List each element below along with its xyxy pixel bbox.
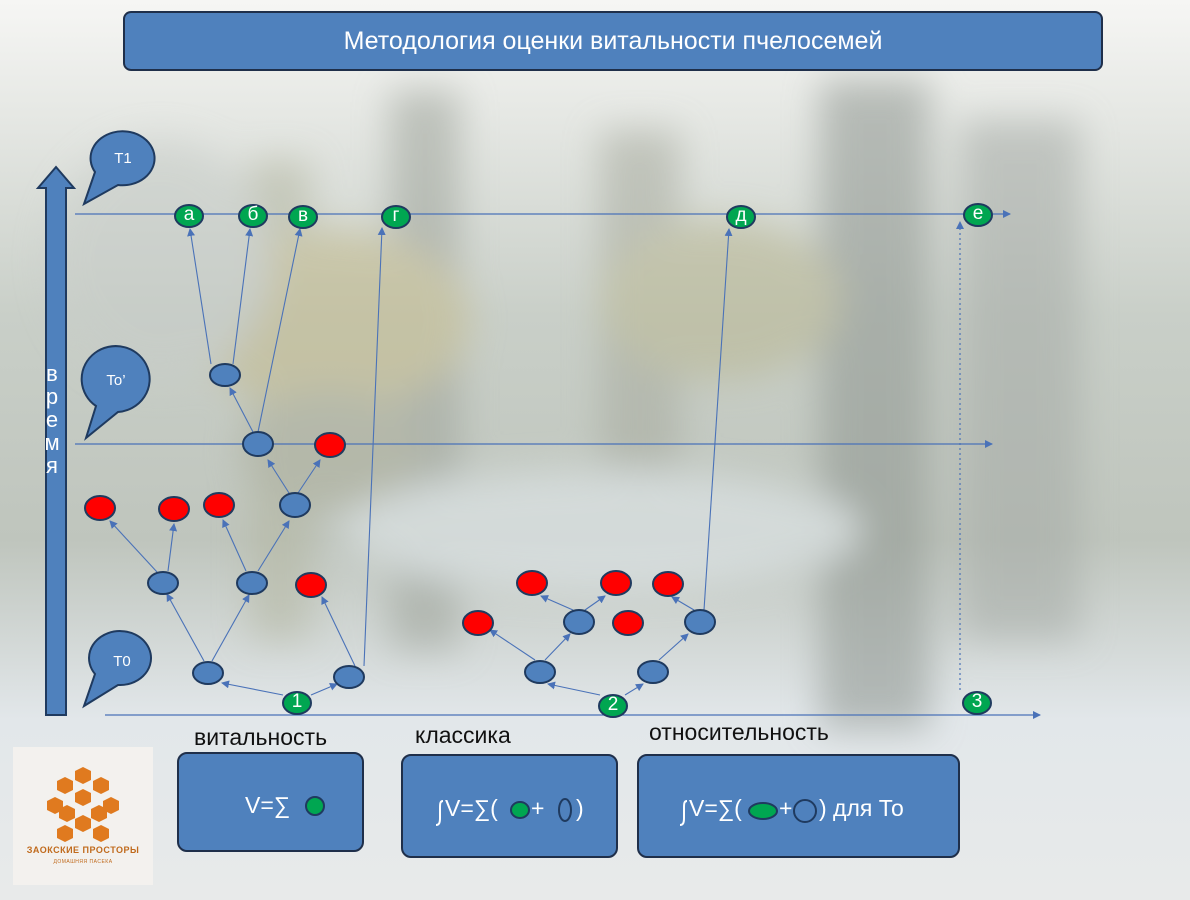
callout-to-prime bbox=[80, 345, 151, 441]
formula-box-relativity: V=∑( + ) для То bbox=[637, 754, 960, 858]
red-node bbox=[203, 492, 235, 518]
node-label-g: г bbox=[392, 205, 400, 226]
red-node bbox=[158, 496, 190, 522]
green-node-d bbox=[726, 205, 756, 229]
blue-node bbox=[242, 431, 274, 457]
logo-title: ЗАОКСКИЕ ПРОСТОРЫ bbox=[26, 845, 140, 855]
blue-node bbox=[563, 609, 595, 635]
root-node-2 bbox=[598, 694, 628, 718]
formula-classic-close: ) bbox=[576, 795, 584, 821]
blue-node bbox=[236, 571, 268, 595]
formula-box-classic: V=∑( + ) bbox=[401, 754, 618, 858]
formula-vitality: V=∑ bbox=[245, 792, 291, 818]
logo-hexagons-icon bbox=[47, 767, 119, 842]
red-node bbox=[516, 570, 548, 596]
green-node-b bbox=[238, 204, 268, 228]
logo: ЗАОКСКИЕ ПРОСТОРЫ ДОМАШНЯЯ ПАСЕКА bbox=[13, 747, 153, 885]
blue-node bbox=[637, 660, 669, 684]
blue-node bbox=[684, 609, 716, 635]
green-node-e bbox=[963, 203, 993, 227]
red-node bbox=[84, 495, 116, 521]
root-node-3 bbox=[962, 691, 992, 715]
green-node-icon bbox=[305, 796, 325, 816]
formula-relativity-prefix: V=∑( bbox=[689, 795, 742, 821]
node-label-a: а bbox=[183, 204, 195, 225]
title-box: Методология оценки витальности пчелосеме… bbox=[123, 11, 1103, 71]
formula-relativity-suffix: ) для То bbox=[819, 795, 904, 821]
green-node-v bbox=[288, 205, 318, 229]
green-node-icon bbox=[510, 801, 530, 819]
blue-node-icon bbox=[793, 799, 817, 823]
node-label-d: д bbox=[735, 205, 747, 226]
node-label-2: 2 bbox=[607, 694, 619, 715]
title-text: Методология оценки витальности пчелосеме… bbox=[343, 26, 883, 55]
tree-edges bbox=[109, 227, 733, 696]
red-node bbox=[612, 610, 644, 636]
blue-node bbox=[279, 492, 311, 518]
green-node-g bbox=[381, 205, 411, 229]
callout-t0 bbox=[82, 630, 153, 709]
caption-classic: классика bbox=[415, 722, 511, 748]
node-label-b: б bbox=[247, 204, 259, 225]
callout-t0-text: T0 bbox=[113, 653, 131, 670]
callout-t1-text: T1 bbox=[114, 150, 132, 167]
node-label-v: в bbox=[297, 205, 309, 226]
node-label-e: е bbox=[972, 203, 984, 224]
red-node bbox=[600, 570, 632, 596]
red-node bbox=[652, 571, 684, 597]
formula-classic-plus: + bbox=[531, 795, 545, 821]
red-node bbox=[314, 432, 346, 458]
blue-node-icon bbox=[558, 798, 572, 822]
blue-node bbox=[192, 661, 224, 685]
caption-relativity: относительность bbox=[649, 719, 829, 745]
blue-node bbox=[209, 363, 241, 387]
blue-node bbox=[147, 571, 179, 595]
callout-to-prime-text: To’ bbox=[106, 372, 126, 389]
formula-classic-prefix: V=∑( bbox=[445, 795, 498, 821]
green-ellipse-icon bbox=[748, 802, 778, 820]
formula-relativity-plus: + bbox=[779, 795, 793, 821]
callout-t1 bbox=[82, 130, 156, 207]
formula-box-vitality: V=∑ bbox=[177, 752, 364, 852]
node-label-1: 1 bbox=[291, 691, 303, 712]
red-node bbox=[295, 572, 327, 598]
blue-node bbox=[333, 665, 365, 689]
integral-icon bbox=[679, 800, 688, 826]
blue-node bbox=[524, 660, 556, 684]
root-node-1 bbox=[282, 691, 312, 715]
integral-icon bbox=[435, 800, 444, 826]
red-node bbox=[462, 610, 494, 636]
logo-subtitle: ДОМАШНЯЯ ПАСЕКА bbox=[53, 859, 113, 865]
caption-vitality: витальность bbox=[194, 724, 328, 750]
node-label-3: 3 bbox=[971, 691, 983, 712]
time-axis-arrow bbox=[35, 165, 77, 716]
green-node-a bbox=[174, 204, 204, 228]
